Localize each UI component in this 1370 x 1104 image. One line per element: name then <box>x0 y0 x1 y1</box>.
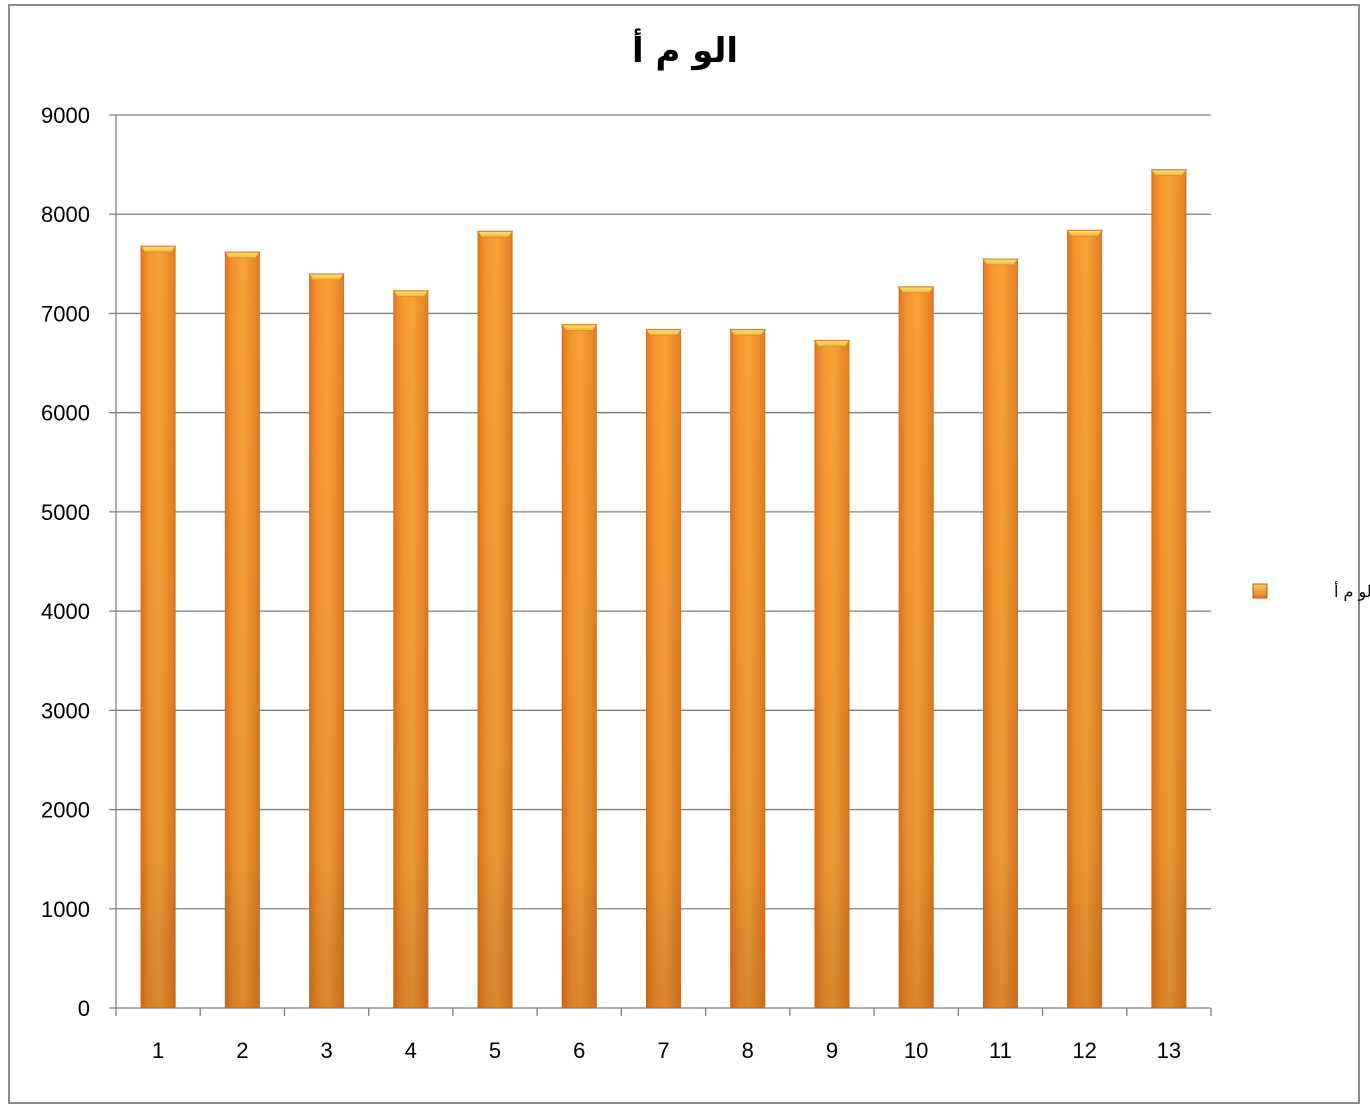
x-tick-label: 13 <box>1157 1038 1181 1063</box>
bar-edge <box>646 329 681 1008</box>
bar-cap <box>645 328 682 336</box>
bar-cap <box>1066 229 1103 237</box>
x-tick-label: 10 <box>904 1038 928 1063</box>
bar-cap <box>729 328 766 336</box>
bar-edge <box>393 290 429 1008</box>
bar <box>645 328 682 1008</box>
legend-label: الو م أ <box>1334 581 1370 602</box>
y-tick-label: 6000 <box>41 401 90 426</box>
x-tick-label: 1 <box>152 1038 164 1063</box>
bar-edge <box>224 252 260 1008</box>
bar <box>308 273 345 1008</box>
bar-cap <box>308 273 345 281</box>
bar-shade <box>982 258 1018 1009</box>
bar-shade <box>898 286 934 1009</box>
bar-shade <box>477 231 513 1009</box>
bar-shade <box>730 329 766 1008</box>
bar-edge <box>983 258 1018 1008</box>
y-tick-label: 9000 <box>41 103 90 128</box>
bar-cap <box>813 339 851 347</box>
y-tick-labels: 0 1000 2000 3000 4000 5000 6000 7000 8000 9000 <box>41 103 90 1021</box>
bar <box>982 258 1019 1009</box>
x-tick-label: 3 <box>320 1038 332 1063</box>
bar <box>813 339 851 1008</box>
bar-cap <box>392 290 430 298</box>
x-tick-label: 8 <box>742 1038 754 1063</box>
y-tick-label: 3000 <box>41 698 90 723</box>
bar-shade <box>1067 230 1103 1008</box>
x-tick-label: 11 <box>989 1038 1012 1063</box>
bar-cap <box>1150 169 1188 176</box>
x-tick-label: 2 <box>236 1038 248 1063</box>
x-tick-label: 5 <box>489 1038 501 1063</box>
bar <box>139 245 177 1008</box>
chart-title: الو م أ <box>632 28 738 71</box>
bar <box>224 251 261 1009</box>
bar-cap <box>224 251 261 259</box>
bar <box>1066 229 1103 1008</box>
legend: الو م أ <box>1252 581 1370 602</box>
bar-edge <box>140 246 176 1008</box>
y-tick-label: 7000 <box>41 301 90 326</box>
bar-shade <box>309 273 345 1008</box>
x-tick-label: 12 <box>1072 1038 1096 1063</box>
x-tick-labels: 1 2 3 4 5 6 7 8 9 10 11 12 13 <box>152 1038 1181 1063</box>
legend-swatch <box>1252 583 1268 599</box>
bar-shade <box>814 340 850 1008</box>
bar-cap <box>476 230 514 238</box>
bar-cap <box>139 245 177 253</box>
y-tick-label: 8000 <box>41 202 90 227</box>
bar-shade <box>561 324 597 1008</box>
y-tick-label: 5000 <box>41 500 90 525</box>
y-tick-label: 0 <box>78 996 90 1021</box>
x-tick-label: 9 <box>826 1038 838 1063</box>
y-tick-label: 4000 <box>41 599 90 624</box>
bar-edge <box>309 273 344 1008</box>
bar-edge <box>898 286 934 1008</box>
bar-cap <box>561 323 598 331</box>
bars <box>139 169 1188 1009</box>
bar <box>476 230 514 1009</box>
bar <box>1150 169 1188 1009</box>
bar <box>729 328 766 1008</box>
bar-shade <box>140 245 176 1008</box>
bar-shade <box>646 329 681 1008</box>
bar-shade <box>393 290 429 1009</box>
bar-cap <box>897 286 935 294</box>
bar-edge <box>1067 230 1103 1008</box>
bar-edge <box>730 329 766 1008</box>
x-tick-label: 4 <box>405 1038 417 1063</box>
bar-edge <box>1151 169 1187 1008</box>
x-tick-label: 6 <box>573 1038 585 1063</box>
y-tick-label: 2000 <box>41 798 90 823</box>
bar <box>897 286 935 1009</box>
y-tick-label: 1000 <box>41 897 90 922</box>
bar-edge <box>814 340 850 1008</box>
bar-cap <box>982 258 1019 266</box>
bar <box>561 323 598 1008</box>
bar-edge <box>477 231 513 1008</box>
x-tick-label: 7 <box>657 1038 669 1063</box>
bar-edge <box>561 324 597 1008</box>
bar-shade <box>1151 169 1187 1009</box>
bar-shade <box>224 251 260 1009</box>
bar <box>392 290 430 1009</box>
